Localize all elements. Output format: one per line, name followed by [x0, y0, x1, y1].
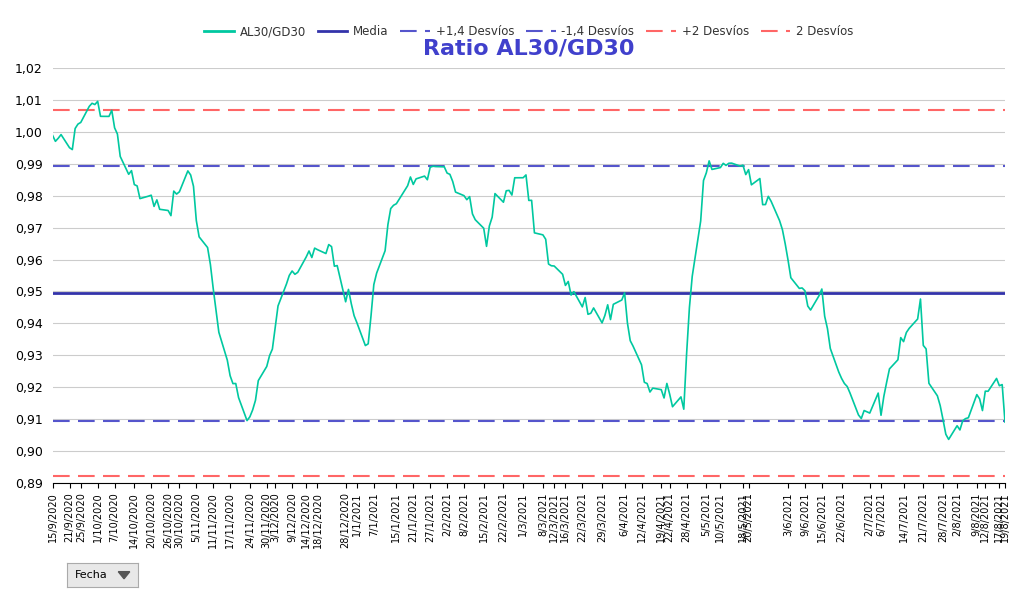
- Text: Fecha: Fecha: [76, 570, 108, 580]
- Title: Ratio AL30/GD30: Ratio AL30/GD30: [423, 39, 634, 59]
- Legend: AL30/GD30, Media, +1,4 Desvíos, -1,4 Desvíos, +2 Desvíos, 2 Desvíos: AL30/GD30, Media, +1,4 Desvíos, -1,4 Des…: [200, 21, 858, 43]
- Polygon shape: [118, 572, 130, 579]
